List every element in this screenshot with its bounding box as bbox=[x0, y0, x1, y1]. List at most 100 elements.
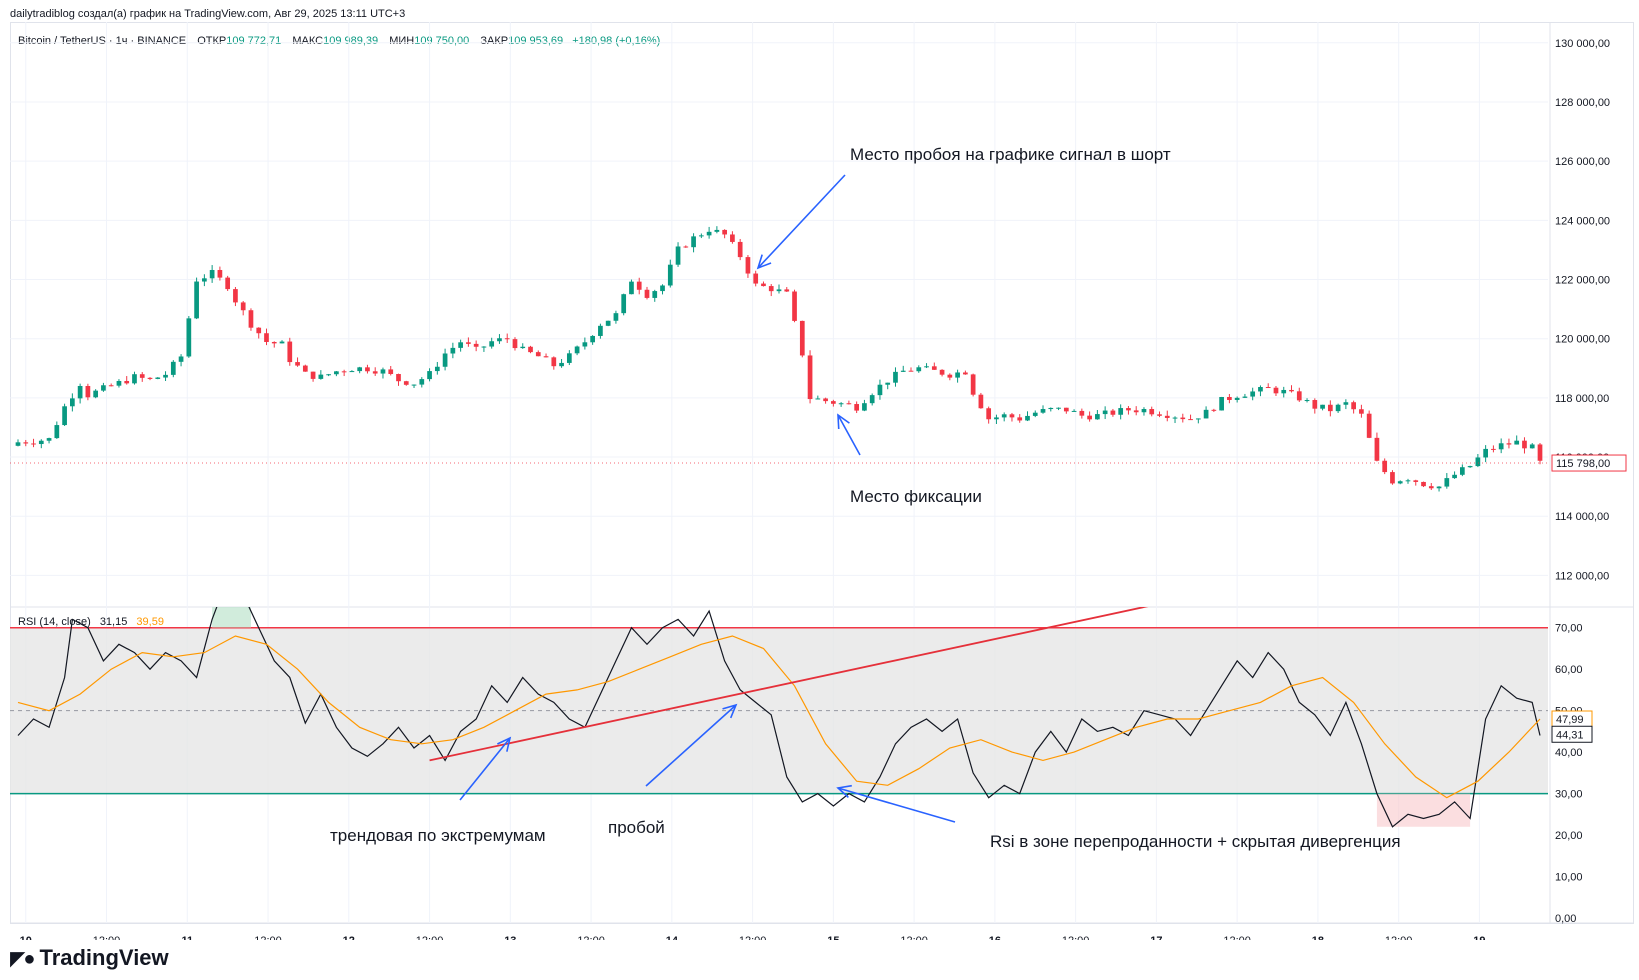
candle-body bbox=[1118, 408, 1124, 415]
candle-body bbox=[605, 320, 611, 326]
candle-body bbox=[101, 385, 106, 391]
candle-body bbox=[675, 246, 681, 265]
candle-body bbox=[481, 346, 487, 348]
candle-body bbox=[1211, 409, 1217, 411]
candle-body bbox=[1110, 410, 1116, 415]
candle-body bbox=[846, 403, 852, 405]
candle-body bbox=[1063, 407, 1069, 412]
candle-body bbox=[1056, 407, 1061, 409]
rsi-ma-line bbox=[17, 635, 1541, 799]
candle-body bbox=[1390, 472, 1395, 484]
candle-body bbox=[683, 246, 689, 248]
candle-body bbox=[1413, 480, 1419, 482]
candle-body bbox=[124, 380, 130, 384]
candle-body bbox=[233, 289, 238, 303]
candle-body bbox=[38, 440, 44, 445]
candle-body bbox=[108, 385, 114, 387]
time-tick-label: 12:00 bbox=[254, 935, 282, 940]
candle-body bbox=[264, 333, 269, 342]
candle-body bbox=[706, 231, 712, 236]
symbol-name[interactable]: Bitcoin / TetherUS · 1ч · BINANCE bbox=[18, 35, 187, 47]
candle-body bbox=[691, 236, 696, 248]
candle-body bbox=[1514, 440, 1520, 445]
candle-body bbox=[543, 356, 549, 358]
arrow-short-signal-head bbox=[756, 254, 772, 270]
candle-body bbox=[877, 384, 883, 396]
candle-body bbox=[1436, 486, 1442, 489]
candle-body bbox=[652, 291, 658, 298]
candle-body bbox=[1164, 415, 1170, 418]
candle-body bbox=[1157, 414, 1162, 416]
candle-body bbox=[334, 371, 339, 375]
candle-body bbox=[202, 278, 207, 282]
candle-body bbox=[458, 342, 463, 348]
candle-body bbox=[139, 374, 145, 378]
candle-body bbox=[1017, 417, 1023, 421]
candle-body bbox=[908, 370, 914, 372]
candle-body bbox=[559, 362, 564, 367]
time-tick-label: 15 bbox=[827, 935, 839, 940]
rsi-title[interactable]: RSI (14, close) bbox=[18, 616, 91, 628]
candle-body bbox=[761, 283, 766, 287]
arrow-fix-place bbox=[837, 414, 861, 456]
chart-attribution: dailytradiblog создал(а) график на Tradi… bbox=[10, 8, 406, 20]
last-price-text: 115 798,00 bbox=[1556, 458, 1610, 470]
candle-body bbox=[1537, 444, 1543, 461]
rsi-trendline bbox=[429, 607, 1149, 762]
candle-body bbox=[1304, 400, 1310, 402]
rsi-ma-value: 39,59 bbox=[136, 616, 164, 628]
candle-body bbox=[574, 346, 580, 354]
annotation-rsi-note: Rsi в зоне перепроданности + скрытая див… bbox=[990, 832, 1401, 851]
arrow-rsi-note-head bbox=[836, 784, 852, 798]
annotation-trendline: трендовая по экстремумам bbox=[330, 826, 546, 845]
candle-body bbox=[170, 361, 176, 375]
candle-body bbox=[504, 338, 510, 340]
tradingview-logo[interactable]: ◤● TradingView bbox=[10, 945, 169, 971]
candle-body bbox=[1351, 402, 1356, 410]
candle-body bbox=[302, 365, 308, 372]
low-value: 109 750,00 bbox=[414, 35, 470, 47]
time-tick-label: 17 bbox=[1150, 935, 1162, 940]
candle-body bbox=[1359, 409, 1364, 414]
rsi-tick-label: 40,00 bbox=[1555, 747, 1583, 759]
candle-body bbox=[1203, 409, 1209, 419]
candle-body bbox=[1126, 408, 1131, 411]
rsi-oversold-fill bbox=[1376, 793, 1471, 827]
candle-body bbox=[77, 385, 83, 399]
candle-body bbox=[326, 374, 331, 376]
candle-body bbox=[1366, 413, 1372, 438]
candle-body bbox=[792, 291, 797, 321]
time-tick-label: 12:00 bbox=[416, 935, 444, 940]
candle-body bbox=[1234, 397, 1240, 400]
price-tick-label: 128 000,00 bbox=[1555, 97, 1610, 109]
rsi-tick-label: 0,00 bbox=[1555, 913, 1576, 925]
candle-body bbox=[93, 390, 99, 398]
candle-body bbox=[1452, 474, 1457, 479]
candle-body bbox=[279, 341, 285, 344]
close-value: 109 953,69 bbox=[508, 35, 564, 47]
candle-body bbox=[1227, 396, 1232, 400]
candle-body bbox=[1149, 409, 1155, 415]
time-tick-label: 19 bbox=[1473, 935, 1485, 940]
candle-body bbox=[1312, 400, 1318, 409]
candle-body bbox=[442, 353, 448, 367]
candle-body bbox=[1273, 387, 1279, 394]
candle-body bbox=[590, 335, 595, 343]
candle-body bbox=[62, 406, 67, 426]
rsi-ma-badge-text: 47,99 bbox=[1556, 714, 1584, 726]
arrow-rsi-note bbox=[837, 787, 956, 823]
candle-body bbox=[551, 357, 557, 367]
candle-body bbox=[1219, 396, 1224, 411]
candle-body bbox=[70, 398, 75, 407]
price-tick-label: 112 000,00 bbox=[1555, 570, 1609, 582]
candle-body bbox=[714, 229, 720, 232]
candle-body bbox=[1343, 402, 1349, 405]
candle-body bbox=[1335, 404, 1341, 412]
time-tick-label: 14 bbox=[666, 935, 679, 940]
candle-body bbox=[1048, 407, 1054, 410]
candle-body bbox=[900, 370, 906, 372]
candle-body bbox=[1529, 444, 1535, 449]
candle-body bbox=[776, 289, 782, 292]
candle-body bbox=[1009, 414, 1015, 418]
